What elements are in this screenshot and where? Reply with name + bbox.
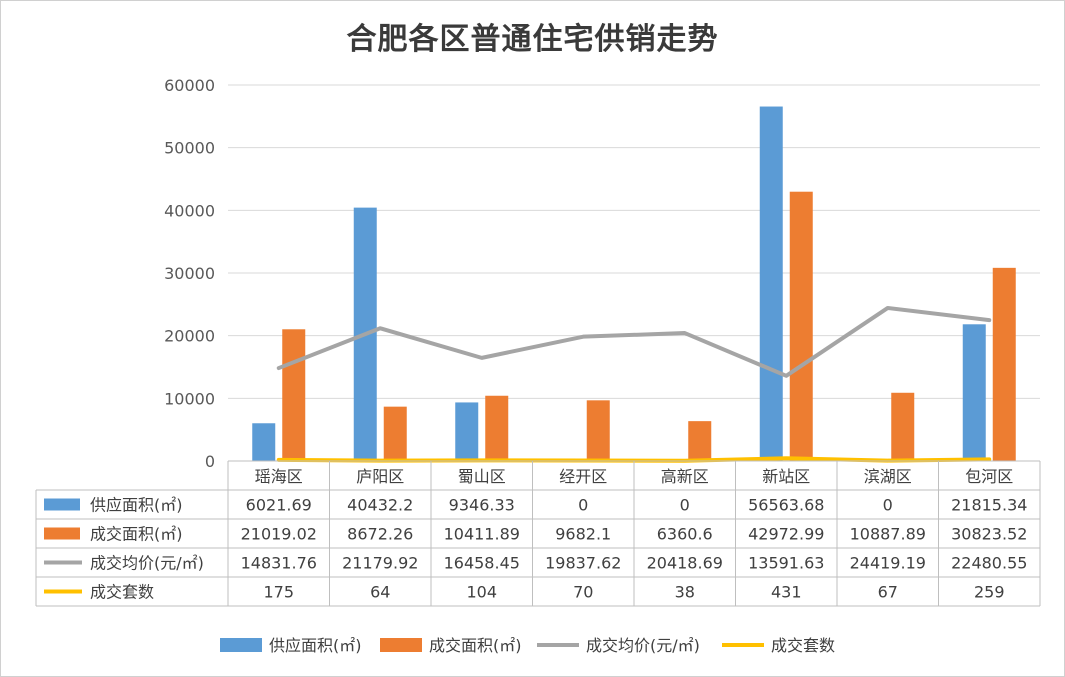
bar-sold-5 bbox=[789, 191, 813, 462]
data-label: 21019.02 bbox=[241, 525, 317, 544]
bar-supply-5 bbox=[759, 106, 783, 461]
x-tick-label: 高新区 bbox=[661, 467, 709, 486]
data-label: 20418.69 bbox=[647, 554, 723, 573]
data-label: 259 bbox=[974, 583, 1005, 602]
y-tick-label: 10000 bbox=[164, 389, 215, 408]
bar-supply-7 bbox=[962, 324, 986, 461]
bar-sold-1 bbox=[383, 406, 407, 461]
data-label: 6021.69 bbox=[246, 496, 312, 515]
x-tick-label: 新站区 bbox=[762, 467, 810, 486]
table-series-name: 成交均价(元/㎡) bbox=[90, 554, 204, 573]
chart-title: 合肥各区普通住宅供销走势 bbox=[346, 22, 719, 57]
data-label: 40432.2 bbox=[347, 496, 413, 515]
data-label: 56563.68 bbox=[748, 496, 824, 515]
table-legend-key-bar bbox=[44, 527, 80, 540]
legend-entry: 供应面积(㎡) bbox=[269, 636, 362, 655]
gridlines bbox=[228, 84, 1040, 399]
legend-key-bar bbox=[380, 638, 422, 652]
data-label: 22480.55 bbox=[951, 554, 1027, 573]
legend-entry: 成交套数 bbox=[771, 636, 835, 655]
x-tick-label: 蜀山区 bbox=[458, 467, 506, 486]
bar-sold-6 bbox=[891, 392, 915, 461]
x-tick-label: 庐阳区 bbox=[356, 467, 404, 486]
table-series-name: 成交面积(㎡) bbox=[90, 525, 183, 544]
data-label: 16458.45 bbox=[444, 554, 520, 573]
data-label: 30823.52 bbox=[951, 525, 1027, 544]
x-tick-label: 经开区 bbox=[559, 467, 607, 486]
bar-sold-7 bbox=[992, 267, 1016, 461]
data-label: 0 bbox=[680, 496, 690, 515]
y-axis-ticks: 0 10000 20000 30000 40000 50000 60000 bbox=[164, 76, 215, 471]
y-tick-label: 60000 bbox=[164, 76, 215, 95]
data-label: 9682.1 bbox=[555, 525, 611, 544]
bar-sold-3 bbox=[586, 400, 610, 461]
x-tick-label: 瑶海区 bbox=[255, 467, 303, 486]
data-label: 10887.89 bbox=[850, 525, 926, 544]
bars bbox=[252, 106, 1016, 462]
data-label: 9346.33 bbox=[449, 496, 515, 515]
table-series-name: 成交套数 bbox=[90, 583, 154, 602]
y-tick-label: 30000 bbox=[164, 264, 215, 283]
data-label: 8672.26 bbox=[347, 525, 413, 544]
bar-sold-2 bbox=[485, 395, 509, 461]
data-label: 6360.6 bbox=[657, 525, 713, 544]
data-label: 21179.92 bbox=[342, 554, 418, 573]
data-label: 175 bbox=[263, 583, 294, 602]
data-label: 10411.89 bbox=[444, 525, 520, 544]
data-label: 64 bbox=[370, 583, 390, 602]
data-label: 67 bbox=[878, 583, 898, 602]
y-tick-label: 0 bbox=[205, 452, 215, 471]
data-label: 0 bbox=[883, 496, 893, 515]
avg-price-line bbox=[276, 305, 992, 378]
bar-supply-0 bbox=[252, 423, 276, 461]
data-label: 0 bbox=[578, 496, 588, 515]
y-tick-label: 20000 bbox=[164, 327, 215, 346]
x-tick-label: 包河区 bbox=[965, 467, 1013, 486]
table-series-name: 供应面积(㎡) bbox=[90, 496, 183, 515]
legend-key-bar bbox=[220, 638, 262, 652]
bar-supply-2 bbox=[455, 402, 479, 461]
units-sold-line bbox=[276, 456, 992, 463]
y-tick-label: 50000 bbox=[164, 139, 215, 158]
data-label: 104 bbox=[466, 583, 497, 602]
table-legend-key-bar bbox=[44, 498, 80, 511]
bar-sold-4 bbox=[688, 421, 712, 461]
legend: 供应面积(㎡) 成交面积(㎡) 成交均价(元/㎡) 成交套数 bbox=[220, 636, 835, 655]
bar-sold-0 bbox=[282, 329, 306, 461]
legend-entry: 成交均价(元/㎡) bbox=[586, 636, 700, 655]
data-label: 42972.99 bbox=[748, 525, 824, 544]
data-label: 19837.62 bbox=[545, 554, 621, 573]
data-label: 70 bbox=[573, 583, 593, 602]
y-tick-label: 40000 bbox=[164, 201, 215, 220]
data-label: 38 bbox=[675, 583, 695, 602]
data-label: 431 bbox=[771, 583, 802, 602]
x-tick-label: 滨湖区 bbox=[864, 467, 912, 486]
data-label: 14831.76 bbox=[241, 554, 317, 573]
legend-entry: 成交面积(㎡) bbox=[429, 636, 522, 655]
data-label: 24419.19 bbox=[850, 554, 926, 573]
data-label: 21815.34 bbox=[951, 496, 1027, 515]
data-label: 13591.63 bbox=[748, 554, 824, 573]
